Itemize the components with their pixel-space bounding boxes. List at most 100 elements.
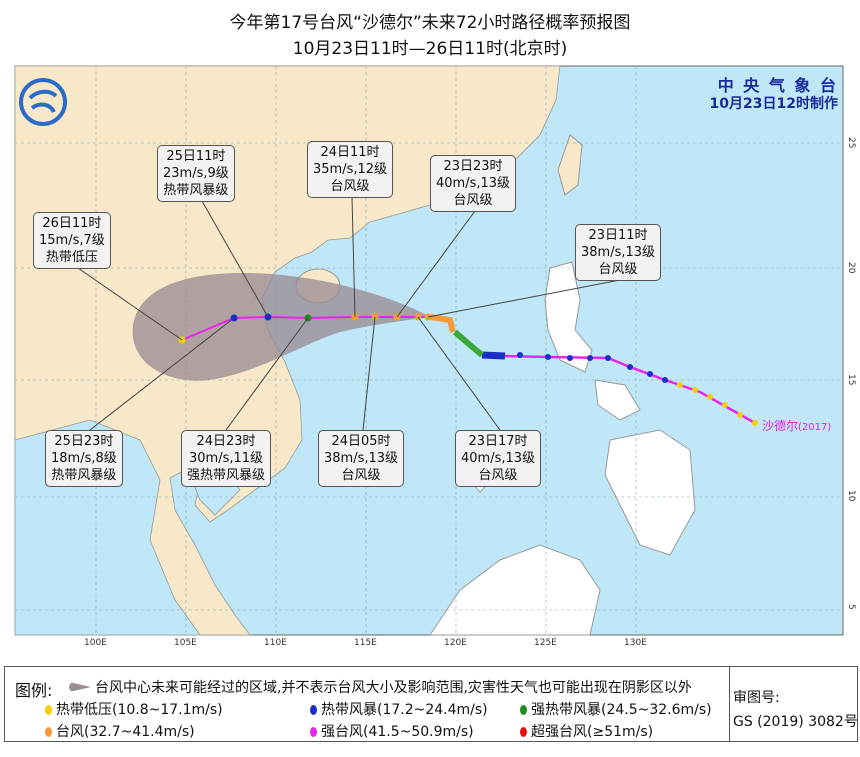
label-leader-line [427,279,621,318]
lon-tick: 100E [84,638,107,648]
past-track-point [647,371,653,377]
lon-tick: 125E [534,638,557,648]
lon-tick: 110E [264,638,287,648]
forecast-label-wind: 35m/s,12级 [313,162,388,177]
cone-swatch-icon [69,682,91,692]
forecast-label-grade: 强热带风暴级 [187,468,266,483]
forecast-label-time: 25日23时 [54,434,114,449]
luzon-island [544,261,593,373]
forecast-label-grade: 台风级 [598,262,638,277]
lon-tick: 120E [444,638,467,648]
legend-item: 台风(32.7~41.4m/s) [45,721,195,741]
typhoon-name: 沙德尔 [762,419,799,433]
forecast-label-grade: 热带低压 [45,250,98,265]
forecast-label-time: 23日11时 [588,228,648,243]
lat-tick: 25 [846,137,856,149]
past-track-point [662,377,668,383]
past-track-sts [453,329,484,358]
legend-title: 图例: [15,681,53,700]
past-track-point [545,354,551,360]
forecast-label-time: 24日23时 [196,434,256,449]
forecast-label: 24日11时 35m/s,12级 台风级 [307,141,394,198]
legend-item: 热带低压(10.8~17.1m/s) [45,699,223,719]
past-track-point [692,387,698,393]
forecast-label-wind: 38m/s,13级 [324,451,399,466]
forecast-label-wind: 38m/s,13级 [581,245,656,260]
past-track-point [707,394,713,400]
lon-tick: 130E [624,638,647,648]
forecast-label: 26日11时 15m/s,7级 热带低压 [33,212,111,269]
legend-item-label: 热带风暴(17.2~24.4m/s) [321,702,488,718]
forecast-label-wind: 40m/s,13级 [436,176,511,191]
intensity-dot-icon [310,727,317,737]
forecast-label-grade: 台风级 [341,468,381,483]
legend-item: 热带风暴(17.2~24.4m/s) [310,699,488,719]
borneo-island [429,544,601,636]
forecast-label: 23日23时 40m/s,13级 台风级 [430,155,517,212]
lon-tick: 105E [174,638,197,648]
forecast-label-time: 25日11时 [166,149,226,164]
made-time: 10月23日12时制作 [709,96,838,112]
label-leader-line [77,267,183,341]
past-track-point [567,355,573,361]
cma-logo [19,78,67,126]
past-track-point [627,364,633,370]
past-track-point [587,355,593,361]
forecast-label-time: 23日23时 [443,159,503,174]
past-track-point [737,412,743,418]
forecast-label-grade: 台风级 [478,468,518,483]
legend-item: 强台风(41.5~50.9m/s) [310,721,474,741]
intensity-dot-icon [45,705,52,715]
forecast-label-wind: 40m/s,13级 [461,451,536,466]
forecast-label-time: 23日17时 [468,434,528,449]
forecast-label-wind: 15m/s,7级 [39,233,105,248]
forecast-label-wind: 30m/s,11级 [188,451,264,466]
label-leader-line [89,317,235,431]
lat-tick: 15 [846,374,856,386]
intensity-dot-icon [310,705,317,715]
lat-tick: 5 [846,604,856,610]
forecast-label: 24日05时 38m/s,13级 台风级 [318,430,405,487]
intensity-dot-icon [520,705,527,715]
typhoon-name-label: 沙德尔(2017) [762,417,831,434]
intensity-dot-icon [520,727,527,737]
forecast-label-wind: 23m/s,9级 [163,166,229,181]
lat-tick: 10 [846,490,856,502]
probability-cone [132,272,430,381]
past-track-point [677,382,683,388]
forecast-label-time: 24日11时 [320,145,380,160]
forecast-label-time: 26日11时 [42,216,102,231]
forecast-label: 25日11时 23m/s,9级 热带风暴级 [157,145,235,202]
label-leader-line [201,200,269,318]
intensity-dot-icon [45,727,52,737]
legend-item-label: 强台风(41.5~50.9m/s) [321,724,474,740]
label-leader-line [225,317,309,431]
label-leader-line [351,196,356,318]
approval-label: 审图号: [733,690,780,706]
legend-divider [729,667,730,741]
forecast-label-grade: 热带风暴级 [51,468,117,483]
legend: 图例: 台风中心未来可能经过的区域,并不表示台风大小及影响范围,灾害性天气也可能… [4,666,858,742]
label-leader-line [362,316,376,431]
legend-cone: 台风中心未来可能经过的区域,并不表示台风大小及影响范围,灾害性天气也可能出现在阴… [69,677,692,697]
map-subtitle: 10月23日11时—26日11时(北京时) [292,39,568,59]
map-canvas [14,65,844,636]
taiwan-island [557,134,583,196]
legend-item-label: 台风(32.7~41.4m/s) [56,724,195,740]
legend-cone-text: 台风中心未来可能经过的区域,并不表示台风大小及影响范围,灾害性天气也可能出现在阴… [95,680,692,696]
past-track-ts [481,351,506,360]
forecast-label-wind: 18m/s,8级 [51,451,117,466]
label-leaders [77,196,621,431]
forecast-label: 23日17时 40m/s,13级 台风级 [455,430,542,487]
lat-tick: 20 [846,262,856,274]
past-track-point [752,420,758,426]
map-title: 今年第17号台风“沙德尔”未来72小时路径概率预报图 [229,13,631,33]
visayas-islands [594,379,641,421]
typhoon-id: (2017) [798,422,832,433]
forecast-label-grade: 台风级 [330,179,370,194]
forecast-label-grade: 台风级 [453,193,493,208]
forecast-label: 23日11时 38m/s,13级 台风级 [575,224,662,281]
label-leader-line [417,316,501,431]
forecast-label-time: 24日05时 [331,434,391,449]
